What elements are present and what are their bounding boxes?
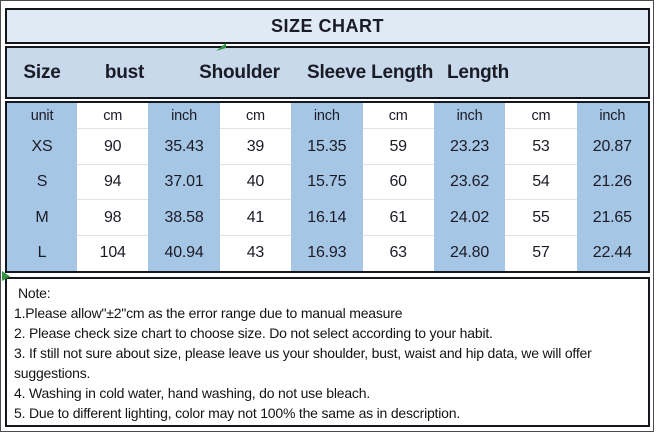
unit-cell: cm <box>77 103 149 129</box>
table-cell: 35.43 <box>148 129 220 165</box>
green-corner-marker-icon <box>2 271 10 281</box>
table-cell: 23.23 <box>433 129 506 165</box>
table-cell: 94 <box>77 164 149 200</box>
table-header-row: Size bust Shoulder Sleeve Length Length <box>5 46 650 99</box>
table-cell: 61 <box>362 200 434 236</box>
unit-cell: inch <box>291 103 363 129</box>
table-cell: 39 <box>219 129 292 165</box>
size-table: unit cm inch cm inch cm inch cm inch XS … <box>5 101 650 273</box>
table-cell: 40.94 <box>148 235 220 271</box>
unit-cell: cm <box>219 103 292 129</box>
table-cell: 23.62 <box>433 164 506 200</box>
table-cell: 24.02 <box>433 200 506 236</box>
table-cell: 16.14 <box>291 200 363 236</box>
column-header-length: Length <box>446 61 510 83</box>
note-line-4: 4. Washing in cold water, hand washing, … <box>14 385 371 401</box>
unit-cell: inch <box>433 103 506 129</box>
table-cell: 98 <box>77 200 149 236</box>
column-header-sleeve-length: Sleeve Length <box>307 61 434 83</box>
note-line-2: 2. Please check size chart to choose siz… <box>14 325 493 341</box>
size-label-cell: L <box>7 235 77 271</box>
table-cell: 15.75 <box>291 164 363 200</box>
unit-cell: cm <box>362 103 434 129</box>
table-cell: 59 <box>362 129 434 165</box>
table-cell: 55 <box>505 200 577 236</box>
unit-cell: inch <box>576 103 648 129</box>
table-cell: 41 <box>219 200 292 236</box>
table-cell: 53 <box>505 129 577 165</box>
note-line-3: 3. If still not sure about size, please … <box>14 345 592 381</box>
table-cell: 54 <box>505 164 577 200</box>
table-cell: 38.58 <box>148 200 220 236</box>
size-label-cell: M <box>7 200 77 236</box>
table-cell: 43 <box>219 235 292 271</box>
column-header-bust: bust <box>104 61 145 83</box>
table-cell: 37.01 <box>148 164 220 200</box>
note-line-5: 5. Due to different lighting, color may … <box>14 405 461 421</box>
table-cell: 60 <box>362 164 434 200</box>
table-cell: 21.65 <box>576 200 648 236</box>
unit-cell: inch <box>148 103 220 129</box>
green-arrow-marker-icon <box>216 43 226 51</box>
table-cell: 21.26 <box>576 164 648 200</box>
title-bar: SIZE CHART <box>5 8 650 44</box>
table-cell: 90 <box>77 129 149 165</box>
table-cell: 40 <box>219 164 292 200</box>
size-label-cell: S <box>7 164 77 200</box>
table-cell: 16.93 <box>291 235 363 271</box>
table-cell: 22.44 <box>576 235 648 271</box>
unit-cell: cm <box>505 103 577 129</box>
size-label-cell: XS <box>7 129 77 165</box>
column-header-size: Size <box>23 61 61 83</box>
note-line-1: 1.Please allow"±2"cm as the error range … <box>14 305 403 321</box>
table-cell: 15.35 <box>291 129 363 165</box>
table-cell: 24.80 <box>433 235 506 271</box>
notes-section: Note: 1.Please allow"±2"cm as the error … <box>5 277 650 427</box>
unit-cell: unit <box>7 103 77 129</box>
page-title: SIZE CHART <box>271 15 384 36</box>
table-cell: 104 <box>77 235 149 271</box>
column-header-shoulder: Shoulder <box>199 61 280 83</box>
table-cell: 63 <box>362 235 434 271</box>
table-cell: 20.87 <box>576 129 648 165</box>
notes-heading: Note: <box>18 285 51 301</box>
table-cell: 57 <box>505 235 577 271</box>
